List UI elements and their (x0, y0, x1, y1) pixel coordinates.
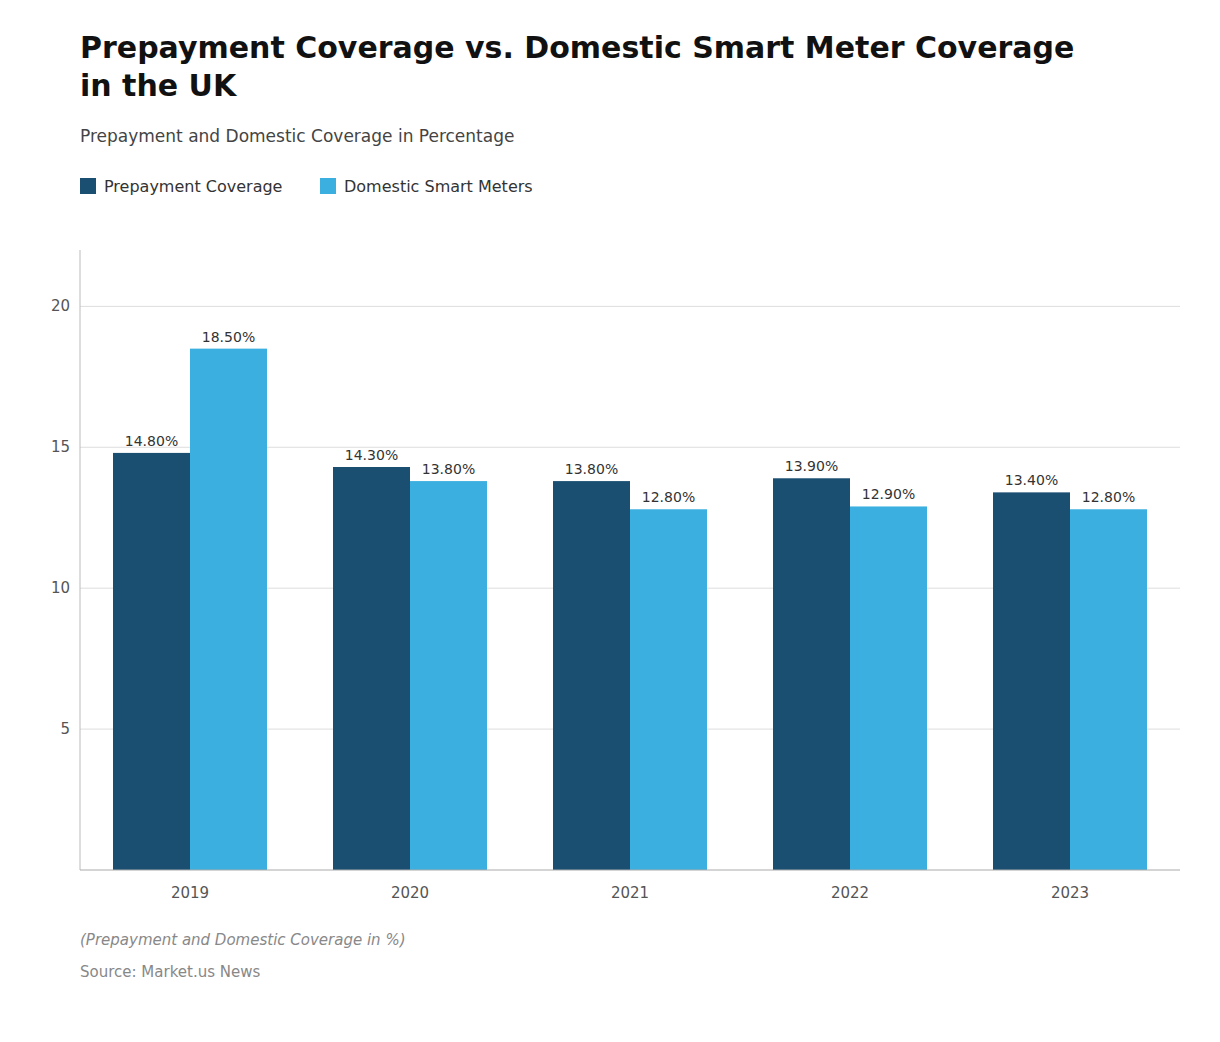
y-tick-label: 20 (51, 297, 70, 315)
bar (553, 481, 630, 870)
bar (850, 506, 927, 870)
legend-label: Domestic Smart Meters (344, 177, 533, 196)
data-label: 12.80% (642, 489, 695, 505)
y-tick-label: 10 (51, 579, 70, 597)
data-label: 12.80% (1082, 489, 1135, 505)
legend: Prepayment Coverage Domestic Smart Meters (80, 177, 533, 196)
page: {"chart_data": { "type": "bar", "title":… (0, 0, 1220, 1042)
bar (190, 349, 267, 870)
y-tick-label: 15 (51, 438, 70, 456)
bars (113, 349, 1147, 870)
legend-swatch (80, 178, 96, 194)
footer-note: (Prepayment and Domestic Coverage in %) (80, 931, 406, 949)
x-tick-label: 2020 (391, 884, 429, 902)
data-label: 14.80% (125, 433, 178, 449)
y-axis: 5 10 15 20 (51, 250, 1180, 870)
bar (993, 492, 1070, 870)
legend-swatch (320, 178, 336, 194)
y-tick-label: 5 (60, 720, 70, 738)
legend-label: Prepayment Coverage (104, 177, 282, 196)
title-line: in the UK (80, 68, 238, 103)
bar (410, 481, 487, 870)
bar (333, 467, 410, 870)
data-label: 14.30% (345, 447, 398, 463)
data-label: 13.80% (422, 461, 475, 477)
subtitle: Prepayment and Domestic Coverage in Perc… (80, 126, 514, 146)
bar (113, 453, 190, 870)
x-axis-line (80, 870, 1180, 871)
data-label: 12.90% (862, 486, 915, 502)
x-tick-label: 2019 (171, 884, 209, 902)
data-label: 18.50% (202, 329, 255, 345)
data-labels: 14.80% 14.30% 13.80% 13.90% 13.40% 18.50% 13.8… (125, 329, 1135, 506)
bar (630, 509, 707, 870)
data-label: 13.90% (785, 458, 838, 474)
chart: Prepayment Coverage vs. Domestic Smart M… (0, 0, 1220, 1042)
x-tick-label: 2022 (831, 884, 869, 902)
y-axis-line (80, 250, 81, 870)
title: Prepayment Coverage vs. Domestic Smart M… (80, 30, 1074, 103)
data-label: 13.40% (1005, 472, 1058, 488)
x-axis: 2019 2020 2021 2022 2023 (80, 870, 1180, 902)
bar (773, 478, 850, 870)
title-line: Prepayment Coverage vs. Domestic Smart M… (80, 30, 1074, 65)
x-tick-label: 2021 (611, 884, 649, 902)
x-tick-label: 2023 (1051, 884, 1089, 902)
source: Source: Market.us News (80, 963, 260, 981)
bar (1070, 509, 1147, 870)
data-label: 13.80% (565, 461, 618, 477)
grid-line (80, 306, 1180, 307)
